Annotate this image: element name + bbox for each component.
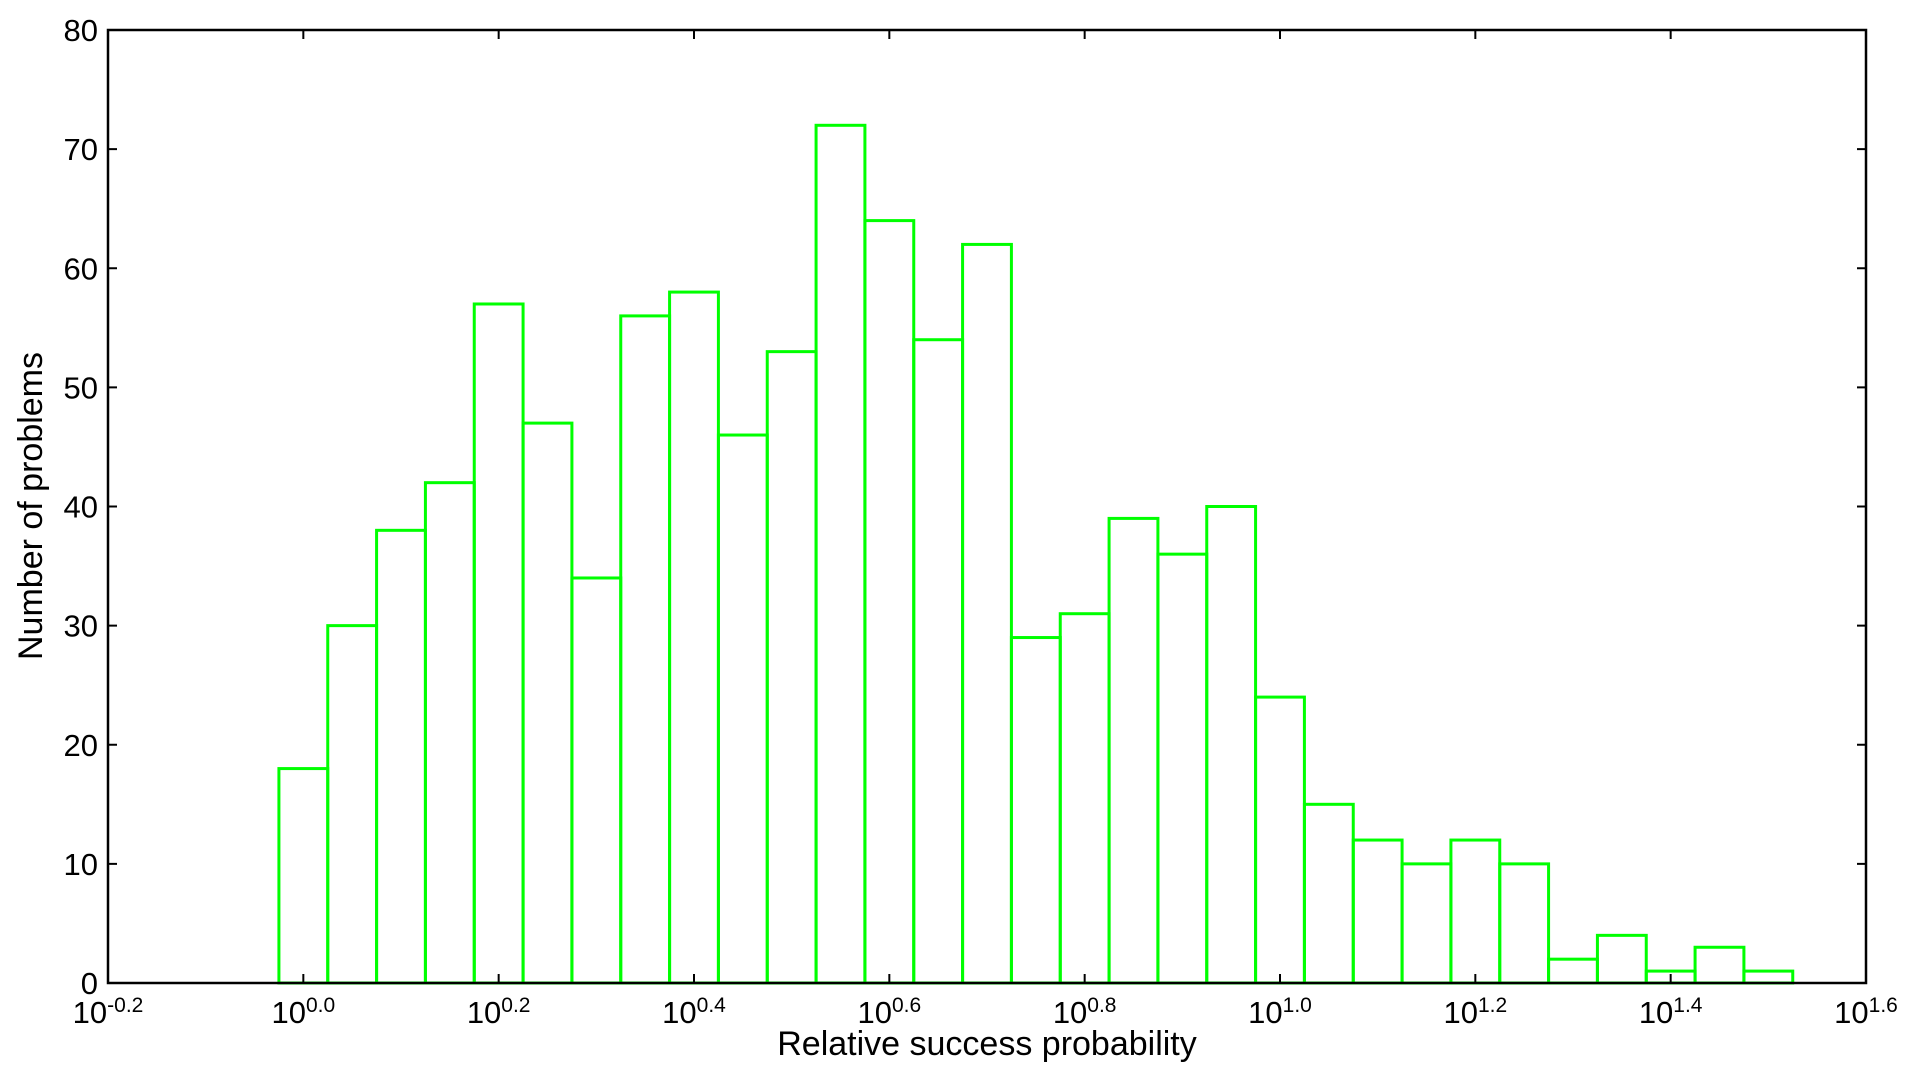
y-tick-label: 10 [64, 847, 98, 882]
y-axis-title: Number of problems [12, 352, 50, 660]
y-tick-label: 20 [64, 728, 98, 763]
y-tick-label: 50 [64, 370, 98, 405]
x-tick-label: 100.8 [1053, 994, 1117, 1031]
y-tick-label: 80 [64, 13, 98, 48]
y-tick-label: 0 [81, 966, 98, 1001]
x-tick-label: 101.0 [1248, 994, 1312, 1031]
x-tick-label: 101.2 [1443, 994, 1507, 1031]
x-tick-label: 10-0.2 [73, 994, 144, 1031]
y-tick-label: 60 [64, 251, 98, 286]
y-tick-label: 40 [64, 490, 98, 525]
x-ticks-layer: 10-0.2 100.0 100.2 100.4 100.6 100.8 101.0 101.… [73, 30, 1898, 1030]
plot-area [108, 30, 1866, 983]
x-axis-title: Relative success probability [777, 1025, 1197, 1063]
x-tick-label: 100.4 [662, 994, 726, 1031]
y-tick-label: 30 [64, 609, 98, 644]
x-tick-label: 100.2 [467, 994, 531, 1031]
x-tick-label: 100.0 [271, 994, 335, 1031]
x-tick-label: 101.6 [1834, 994, 1898, 1031]
y-ticks-layer: 0 10 20 30 40 50 60 70 80 [64, 13, 1866, 1001]
y-tick-label: 70 [64, 132, 98, 167]
x-tick-label: 100.6 [857, 994, 921, 1031]
plot-frame [106, 28, 1868, 985]
x-tick-label: 101.4 [1639, 994, 1703, 1031]
